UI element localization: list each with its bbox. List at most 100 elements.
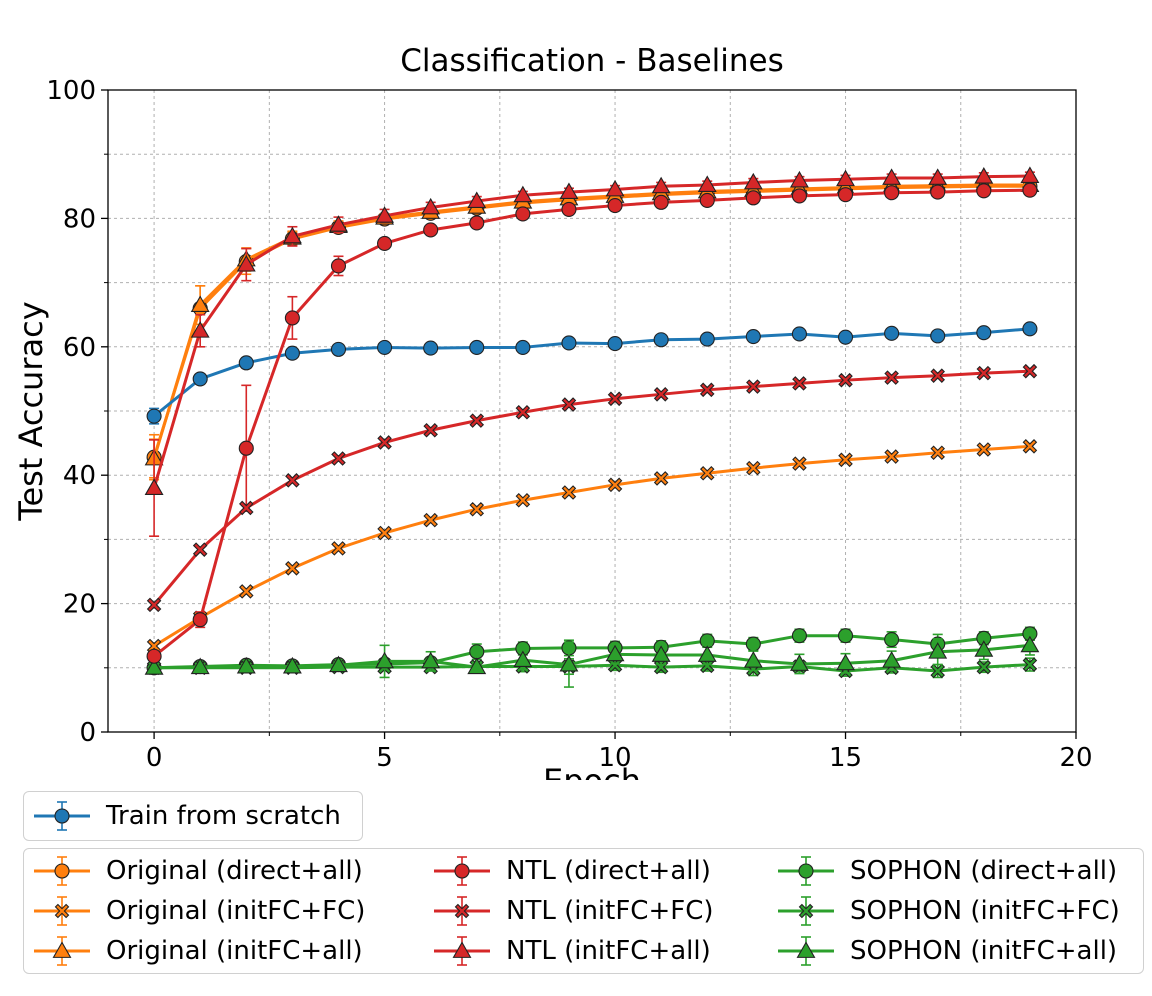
- data-point: [423, 422, 438, 438]
- data-point: [605, 644, 625, 662]
- legend-item-sophon-initfc-all: SOPHON (initFC+all): [774, 931, 1117, 971]
- data-point: [377, 435, 392, 450]
- data-point: [930, 445, 945, 461]
- data-point: [236, 255, 256, 272]
- data-point: [607, 198, 623, 214]
- series-9: [144, 634, 1040, 688]
- data-point: [515, 405, 531, 420]
- data-point: [653, 194, 669, 210]
- legend-item-original-initfc-fc: Original (initFC+FC): [30, 891, 365, 931]
- data-point: [837, 628, 854, 644]
- data-point: [144, 478, 164, 495]
- data-point: [930, 328, 946, 344]
- data-point: [838, 372, 853, 388]
- legend-label: SOPHON (initFC+all): [850, 936, 1118, 966]
- legend-swatch: [434, 936, 490, 966]
- data-point: [330, 258, 347, 274]
- data-point: [791, 326, 807, 342]
- data-point: [884, 325, 900, 341]
- legend-swatch: [434, 856, 490, 886]
- data-point: [282, 656, 302, 674]
- legend-marker: [54, 903, 70, 919]
- x-tick-label: 0: [146, 743, 163, 773]
- legend-marker: [54, 863, 70, 879]
- legend-label: NTL (direct+all): [506, 856, 711, 886]
- series-line: [153, 444, 1031, 648]
- data-point: [837, 329, 854, 345]
- series-line: [152, 183, 1030, 459]
- data-point: [974, 640, 994, 657]
- data-point: [192, 612, 208, 628]
- data-point: [192, 371, 208, 387]
- data-point: [1020, 166, 1040, 183]
- data-point: [192, 542, 208, 557]
- legend-item-train-from-scratch: Train from scratch: [30, 796, 341, 836]
- data-point: [651, 176, 671, 194]
- data-point: [423, 512, 438, 528]
- legend-item-ntl-initfc-fc: NTL (initFC+FC): [430, 891, 714, 931]
- data-point: [746, 460, 761, 476]
- data-point: [559, 654, 579, 672]
- legend-swatch: [34, 936, 90, 966]
- data-point: [789, 170, 809, 188]
- axes: 0 5 10 15 20 0 20 40 60 80 100: [46, 76, 1092, 773]
- data-point: [928, 168, 948, 185]
- y-tick-label: 20: [63, 590, 96, 620]
- legend-item-original-direct-all: Original (direct+all): [30, 851, 363, 891]
- legend-swatch: [434, 896, 490, 926]
- series-line: [153, 188, 1030, 658]
- data-point: [743, 651, 763, 668]
- data-point: [882, 168, 902, 185]
- legend-label: NTL (initFC+all): [506, 936, 711, 966]
- series-4: [146, 182, 1038, 664]
- x-axis-label: Epoch: [543, 762, 641, 780]
- data-point: [836, 169, 855, 187]
- legend-item-ntl-initfc-all: NTL (initFC+all): [430, 931, 711, 971]
- data-point: [469, 215, 485, 231]
- data-point: [976, 442, 992, 457]
- data-point: [976, 659, 992, 675]
- data-point: [697, 645, 717, 662]
- y-tick-label: 80: [63, 204, 96, 234]
- chart-title: Classification - Baselines: [400, 43, 784, 79]
- data-point: [976, 365, 992, 381]
- data-point: [375, 651, 395, 669]
- legend-label: Original (direct+all): [106, 856, 363, 886]
- data-point: [699, 465, 715, 481]
- chart: Classification - Baselines 0 5 10 15 20 0 20 40…: [12, 43, 1093, 780]
- x-tick-label: 5: [376, 743, 393, 773]
- x-tick-label: 10: [599, 743, 632, 773]
- y-tick-label: 40: [63, 461, 96, 491]
- x-tick-label: 20: [1059, 743, 1092, 773]
- series-2: [146, 439, 1038, 654]
- data-point: [469, 501, 485, 517]
- legend-swatch: [778, 856, 834, 886]
- data-point: [882, 651, 902, 668]
- data-point: [146, 597, 162, 613]
- legend-label: NTL (initFC+FC): [506, 896, 714, 926]
- legend-marker: [454, 863, 470, 879]
- legend-marker: [452, 941, 472, 958]
- legend-marker: [454, 903, 470, 919]
- series-1: [146, 178, 1038, 481]
- data-point: [559, 182, 579, 200]
- legend-marker: [54, 808, 70, 824]
- data-point: [836, 653, 855, 671]
- legend-swatch: [778, 936, 834, 966]
- data-point: [331, 541, 346, 556]
- data-point: [791, 188, 807, 204]
- data-point: [884, 185, 900, 201]
- data-point: [329, 655, 348, 673]
- data-point: [331, 451, 346, 466]
- data-point: [239, 500, 254, 516]
- legend-swatch: [34, 856, 90, 886]
- data-point: [653, 332, 669, 348]
- data-point: [377, 235, 393, 251]
- data-point: [699, 382, 715, 398]
- data-point: [513, 185, 533, 203]
- data-point: [469, 339, 485, 355]
- y-tick-label: 0: [79, 718, 96, 748]
- series-line: [153, 327, 1031, 418]
- legend-item-sophon-direct-all: SOPHON (direct+all): [774, 851, 1117, 891]
- series-5: [146, 363, 1038, 613]
